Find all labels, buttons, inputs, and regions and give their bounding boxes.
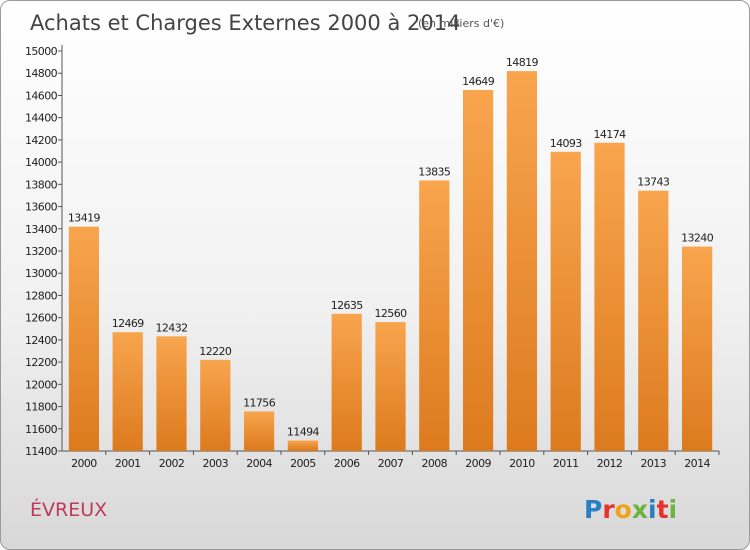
- bar: [638, 190, 669, 451]
- bar: [68, 226, 100, 451]
- y-tick-label: 12800: [25, 289, 58, 302]
- bar: [419, 180, 450, 451]
- data-label: 12220: [199, 345, 232, 358]
- data-label: 12469: [112, 317, 145, 330]
- brand-letter: o: [615, 495, 632, 524]
- bar: [112, 332, 143, 451]
- y-tick-label: 13000: [25, 267, 58, 280]
- x-tick-label: 2001: [115, 457, 141, 470]
- brand-letter: P: [584, 495, 602, 524]
- data-labels: 13419 12469 12432 12220 11756 11494 12635 12560…: [68, 56, 714, 438]
- x-tick-label: 2006: [334, 457, 360, 470]
- bar: [200, 359, 231, 451]
- x-tick-label: 2002: [159, 457, 185, 470]
- y-tick-label: 11400: [25, 445, 58, 458]
- y-tick-label: 14800: [25, 67, 58, 80]
- y-tick-label: 11600: [25, 423, 58, 436]
- x-tick-label: 2008: [421, 457, 447, 470]
- data-label: 14819: [506, 56, 539, 69]
- bar: [375, 322, 406, 451]
- data-label: 14174: [594, 128, 627, 141]
- y-tick-label: 14200: [25, 134, 58, 147]
- y-tick-label: 15000: [25, 45, 58, 58]
- y-tick-label: 14000: [25, 156, 58, 169]
- y-tick-label: 13400: [25, 223, 58, 236]
- bar: [287, 440, 319, 451]
- y-tick-labels: 11400 11600 11800 12000 12200 12400 12600 12800…: [25, 45, 58, 458]
- y-tick-label: 13600: [25, 201, 58, 214]
- data-label: 12635: [331, 299, 364, 312]
- x-tick-label: 2000: [71, 457, 97, 470]
- x-tick-label: 2003: [202, 457, 228, 470]
- data-label: 12560: [375, 307, 408, 320]
- data-label: 11494: [287, 426, 320, 439]
- x-tick-label: 2005: [290, 457, 316, 470]
- y-tick-label: 12400: [25, 334, 58, 347]
- bar: [550, 151, 581, 451]
- y-tick-label: 13800: [25, 178, 58, 191]
- bar: [506, 71, 538, 451]
- y-tick-label: 12200: [25, 356, 58, 369]
- data-label: 13419: [68, 212, 101, 225]
- chart-title: Achats et Charges Externes 2000 à 2014: [30, 11, 460, 35]
- y-tick-label: 12000: [25, 378, 58, 391]
- bar: [462, 90, 494, 451]
- brand-letter: i: [648, 495, 657, 524]
- data-label: 11756: [243, 396, 276, 409]
- x-tick-label: 2004: [246, 457, 272, 470]
- y-tick-label: 13200: [25, 245, 58, 258]
- x-tick-labels: 2000 2001 2002 2003 2004 2005 2006 2007 2008 2009…: [71, 457, 711, 470]
- data-label: 12432: [156, 321, 188, 334]
- brand-letter: r: [602, 495, 615, 524]
- brand-letter: t: [657, 495, 669, 524]
- x-tick-label: 2014: [684, 457, 710, 470]
- data-label: 13240: [681, 232, 714, 245]
- y-tick-label: 12600: [25, 312, 58, 325]
- bar: [156, 336, 187, 451]
- bar: [243, 411, 275, 451]
- y-tick-label: 14600: [25, 89, 58, 102]
- x-tick-label: 2012: [597, 457, 623, 470]
- x-tick-label: 2013: [640, 457, 666, 470]
- x-tick-label: 2007: [378, 457, 404, 470]
- bar: [594, 142, 625, 451]
- proxiti-logo: Proxiti: [584, 495, 677, 524]
- data-label: 13743: [637, 176, 670, 189]
- x-tick-label: 2011: [553, 457, 579, 470]
- data-label: 14093: [550, 137, 583, 150]
- brand-letter: x: [632, 495, 648, 524]
- y-tick-label: 11800: [25, 401, 58, 414]
- bar: [331, 313, 362, 451]
- data-label: 13835: [418, 165, 451, 178]
- bars: [68, 71, 713, 451]
- data-label: 14649: [462, 75, 495, 88]
- x-tick-label: 2009: [465, 457, 491, 470]
- city-label: ÉVREUX: [30, 498, 107, 521]
- bar: [681, 246, 713, 451]
- y-tick-label: 14400: [25, 112, 58, 125]
- chart-subtitle: (en milliers d'€): [418, 17, 504, 30]
- x-tick-label: 2010: [509, 457, 535, 470]
- brand-letter: i: [669, 495, 678, 524]
